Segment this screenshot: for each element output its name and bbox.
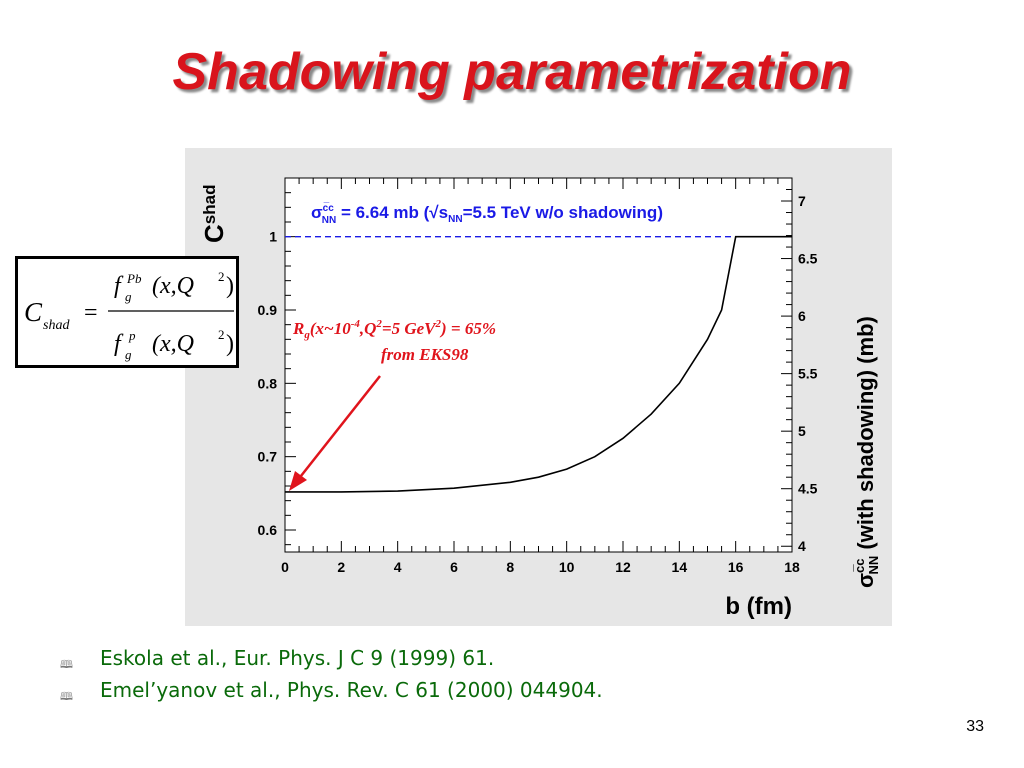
annotation-r: R [292, 319, 304, 338]
x-tick-label: 18 [784, 559, 800, 575]
reference-text: Eskola et al., Eur. Phys. J C 9 (1999) 6… [100, 646, 495, 670]
annotation-line1: Rg(x~10-4,Q2=5 GeV2) = 65% [292, 318, 496, 341]
y-right-sigma: σ [853, 573, 878, 588]
tick-labels: 0 2 4 6 8 10 12 14 16 180.60.70.80.9144.555.566.5… [258, 193, 818, 575]
legend-rest: =5.5 TeV w/o shadowing) [463, 203, 663, 222]
book-icon: 🕮 [60, 658, 73, 671]
y2-tick-label: 4 [798, 538, 806, 554]
annotation-line2: from EKS98 [381, 345, 469, 364]
y-right-rest: (with shadowing) (mb) [853, 316, 878, 556]
denominator-sup: p [128, 328, 136, 343]
y-left-sub: shad [200, 185, 219, 225]
y-tick-label: 1 [269, 229, 277, 245]
y2-tick-label: 4.5 [798, 481, 818, 497]
x-tick-label: 10 [559, 559, 575, 575]
formula-lhs-sub: shad [43, 318, 70, 333]
denominator-f: f [114, 331, 124, 357]
y-left-main: C [199, 224, 229, 243]
denominator-sub: g [125, 347, 132, 362]
plot-frame [284, 177, 793, 553]
x-tick-label: 0 [281, 559, 289, 575]
x-tick-label: 16 [728, 559, 744, 575]
legend-text: σc̅c NN = 6.64 mb (√sNN=5.5 TeV w/o shado… [311, 202, 663, 226]
formula: C shad = f Pb g (x,Q 2 ) f p g (x,Q 2 ) [24, 269, 234, 362]
y2-tick-label: 7 [798, 193, 806, 209]
x-axis-label: b (fm) [725, 593, 792, 620]
page-number: 33 [966, 718, 984, 735]
legend-sigma: σ [311, 203, 323, 222]
annotation-part1: (x~10 [310, 319, 351, 338]
denominator-exp: 2 [218, 327, 225, 342]
y2-tick-label: 6.5 [798, 251, 818, 267]
annotation-r-sub: g [303, 329, 310, 341]
slide-title: Shadowing parametrization [172, 43, 852, 101]
reference-text: Emel’yanov et al., Phys. Rev. C 61 (2000… [100, 678, 603, 702]
legend-sigma-sup: c̅c [323, 202, 335, 214]
annotation-part2: ,Q [359, 319, 377, 338]
legend-value: = 6.64 mb ( [336, 203, 429, 222]
annotation-exp1: -4 [351, 318, 361, 330]
denominator-args: (x,Q [152, 331, 194, 357]
legend-s: s [439, 203, 448, 222]
y-tick-label: 0.8 [258, 375, 278, 391]
y-right-sub: NN [866, 556, 881, 575]
y2-tick-label: 5 [798, 423, 806, 439]
y-right-sup: c̅c [852, 558, 867, 572]
y-axis-label-right: σc̅cNN (with shadowing) (mb) [852, 316, 881, 588]
y-axis-label-left: Cshad [199, 185, 229, 243]
annotation-part3: =5 GeV [382, 319, 437, 338]
legend-s-sub: NN [448, 214, 462, 225]
legend-sqrt: √ [429, 203, 439, 222]
numerator-sub: g [125, 289, 132, 304]
annotation-exp3: 2 [435, 318, 442, 330]
numerator-exp: 2 [218, 269, 225, 284]
y-tick-label: 0.7 [258, 449, 278, 465]
x-tick-label: 4 [394, 559, 402, 575]
x-tick-label: 12 [615, 559, 631, 575]
numerator-sup: Pb [126, 271, 142, 286]
book-icon: 🕮 [60, 690, 73, 703]
numerator-args: (x,Q [152, 273, 194, 299]
legend-sigma-sub: NN [322, 215, 336, 226]
annotation-arrowhead [289, 471, 307, 491]
x-tick-label: 8 [506, 559, 514, 575]
annotation-exp2: 2 [375, 318, 382, 330]
y-tick-label: 0.9 [258, 302, 278, 318]
formula-box: C shad = f Pb g (x,Q 2 ) f p g (x,Q 2 ) [15, 256, 239, 368]
y2-tick-label: 6 [798, 308, 806, 324]
annotation-part4: ) = 65% [439, 319, 496, 338]
numerator-close: ) [226, 273, 234, 299]
annotation-arrow [296, 375, 381, 482]
y-tick-label: 0.6 [258, 522, 278, 538]
shadowing-curve [285, 235, 792, 493]
axis-ticks [284, 177, 793, 552]
y2-tick-label: 5.5 [798, 366, 818, 382]
denominator-close: ) [226, 331, 234, 357]
x-tick-label: 6 [450, 559, 458, 575]
formula-equals: = [84, 300, 98, 326]
x-tick-label: 14 [672, 559, 688, 575]
shadowing-plot: 0 2 4 6 8 10 12 14 16 180.60.70.80.9144.555.566.5… [199, 177, 881, 620]
formula-lhs: C [24, 297, 43, 327]
numerator-f: f [114, 273, 124, 299]
x-tick-label: 2 [337, 559, 345, 575]
